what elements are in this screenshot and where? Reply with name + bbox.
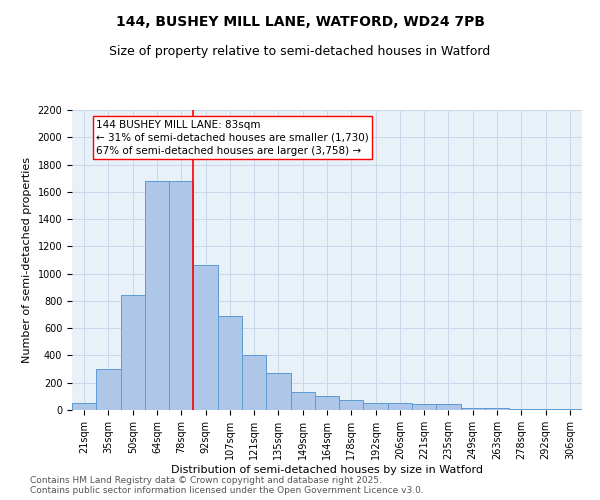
Bar	[364, 402, 388, 410]
Bar	[169, 181, 193, 410]
Bar	[266, 373, 290, 410]
Bar	[96, 369, 121, 410]
Bar	[242, 356, 266, 410]
Bar	[412, 404, 436, 410]
X-axis label: Distribution of semi-detached houses by size in Watford: Distribution of semi-detached houses by …	[171, 464, 483, 474]
Bar	[72, 402, 96, 410]
Text: Contains HM Land Registry data © Crown copyright and database right 2025.
Contai: Contains HM Land Registry data © Crown c…	[30, 476, 424, 495]
Bar	[315, 396, 339, 410]
Text: 144 BUSHEY MILL LANE: 83sqm
← 31% of semi-detached houses are smaller (1,730)
67: 144 BUSHEY MILL LANE: 83sqm ← 31% of sem…	[96, 120, 369, 156]
Text: 144, BUSHEY MILL LANE, WATFORD, WD24 7PB: 144, BUSHEY MILL LANE, WATFORD, WD24 7PB	[115, 15, 485, 29]
Y-axis label: Number of semi-detached properties: Number of semi-detached properties	[22, 157, 32, 363]
Bar	[436, 404, 461, 410]
Bar	[290, 392, 315, 410]
Bar	[461, 408, 485, 410]
Bar	[121, 296, 145, 410]
Bar	[145, 181, 169, 410]
Bar	[485, 408, 509, 410]
Bar	[193, 266, 218, 410]
Text: Size of property relative to semi-detached houses in Watford: Size of property relative to semi-detach…	[109, 45, 491, 58]
Bar	[388, 403, 412, 410]
Bar	[218, 316, 242, 410]
Bar	[339, 400, 364, 410]
